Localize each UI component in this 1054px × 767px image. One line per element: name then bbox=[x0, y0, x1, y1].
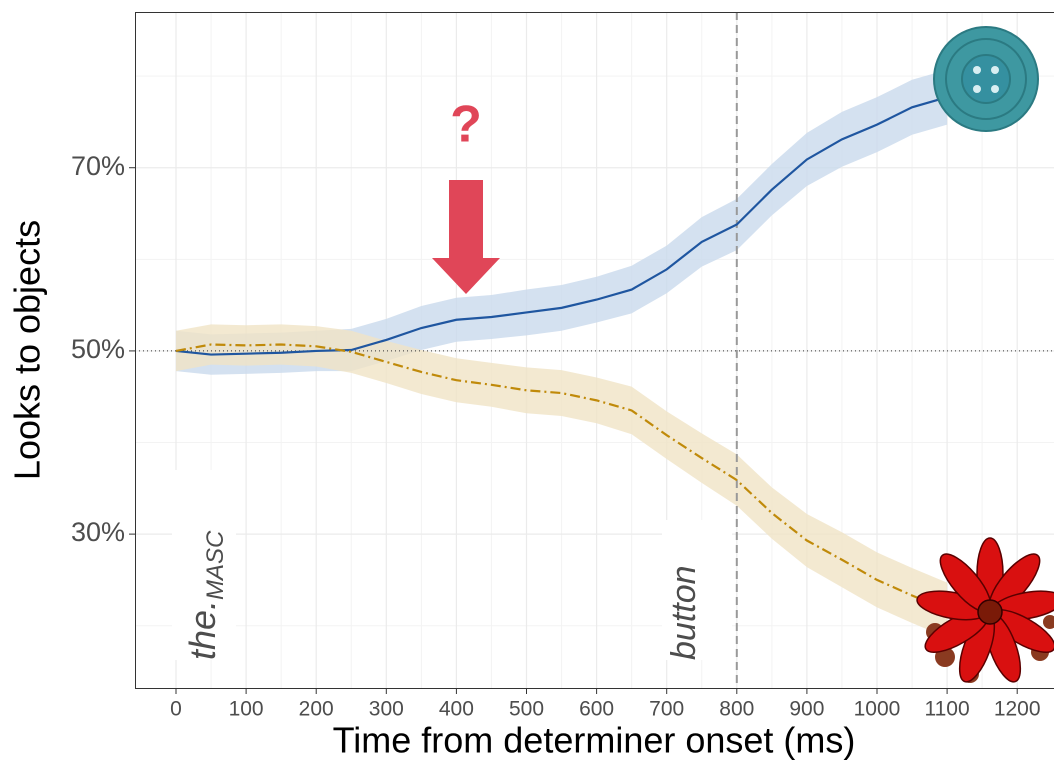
determiner-label: the. bbox=[182, 600, 223, 660]
x-tick-label: 200 bbox=[299, 698, 334, 721]
x-tick-label: 400 bbox=[439, 698, 474, 721]
label-box bbox=[662, 520, 732, 660]
question-mark: ? bbox=[450, 96, 482, 154]
arrow bbox=[432, 180, 500, 294]
series-line bbox=[175, 96, 948, 356]
panel-border bbox=[135, 12, 1054, 689]
annotation: the.MASC bbox=[182, 530, 230, 660]
series-line bbox=[175, 343, 948, 612]
y-tick-label: 30% bbox=[71, 517, 125, 547]
x-tick-label: 0 bbox=[170, 698, 182, 721]
button-icon bbox=[933, 26, 1039, 132]
x-tick-label: 600 bbox=[579, 698, 614, 721]
x-tick-label: 1200 bbox=[994, 698, 1041, 721]
confidence-band bbox=[176, 324, 948, 638]
x-tick-label: 500 bbox=[509, 698, 544, 721]
gender-label: MASC bbox=[202, 530, 229, 600]
y-tick-label: 70% bbox=[71, 151, 125, 181]
x-tick-label: 1000 bbox=[854, 698, 901, 721]
x-tick-label: 700 bbox=[649, 698, 684, 721]
x-tick-label: 100 bbox=[229, 698, 264, 721]
noun-label: button bbox=[665, 565, 703, 660]
label-box bbox=[172, 470, 236, 660]
y-tick-label: 50% bbox=[71, 334, 125, 364]
x-tick-label: 1100 bbox=[925, 698, 970, 721]
x-tick-label: 800 bbox=[719, 698, 754, 721]
flower-icon bbox=[916, 537, 1054, 683]
x-tick-label: 300 bbox=[369, 698, 404, 721]
y-axis-title: Looks to objects bbox=[7, 220, 48, 480]
x-tick-label: 900 bbox=[789, 698, 824, 721]
x-axis-title: Time from determiner onset (ms) bbox=[333, 720, 856, 761]
